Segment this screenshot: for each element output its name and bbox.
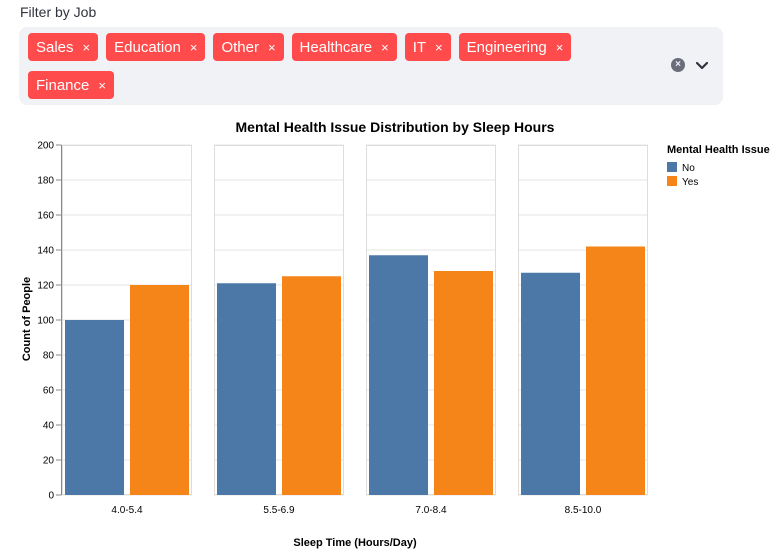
bar-no <box>217 283 276 495</box>
y-tick-label: 40 <box>43 421 55 432</box>
tag-education[interactable]: Education × <box>106 33 206 61</box>
facet-panel <box>518 144 648 496</box>
x-tick-label: 8.5-10.0 <box>565 505 602 516</box>
y-tick-label: 100 <box>37 316 54 327</box>
bar-no <box>521 272 580 495</box>
tag-label: Finance <box>36 76 90 94</box>
selected-tags: Sales × Education × Other × Healthcare × IT ×… <box>28 33 608 99</box>
chart-title: Mental Health Issue Distribution by Slee… <box>236 119 555 135</box>
tag-healthcare[interactable]: Healthcare × <box>291 33 397 61</box>
tag-label: Education <box>114 38 181 56</box>
y-tick-label: 0 <box>48 491 54 502</box>
tag-label: Other <box>221 38 259 56</box>
bar-yes <box>434 271 493 495</box>
panel-frame <box>366 145 496 495</box>
legend-swatch <box>667 162 677 172</box>
remove-tag-icon[interactable]: × <box>98 77 106 93</box>
remove-tag-icon[interactable]: × <box>555 39 564 55</box>
legend-title: Mental Health Issue <box>667 144 770 156</box>
bar-yes <box>130 285 189 495</box>
bar-no <box>65 320 124 495</box>
chevron-down-icon[interactable] <box>694 56 710 74</box>
y-tick-label: 20 <box>43 456 55 467</box>
bar-no <box>369 255 428 495</box>
facet-panel <box>214 144 344 496</box>
x-tick-label: 7.0-8.4 <box>415 505 447 516</box>
panel-frame <box>214 145 344 495</box>
tag-label: Engineering <box>466 38 547 56</box>
y-tick-label: 180 <box>37 176 54 187</box>
tag-label: IT <box>412 38 427 56</box>
facet-panel <box>62 144 192 496</box>
panel-frame <box>62 145 192 495</box>
y-tick-label: 80 <box>43 351 55 362</box>
legend-label: No <box>682 163 695 174</box>
y-tick-label: 120 <box>37 281 54 292</box>
grouped-bar-chart: Mental Health Issue Distribution by Slee… <box>21 119 770 549</box>
bar-yes <box>586 246 645 495</box>
job-multiselect[interactable]: Sales × Education × Other × Healthcare × IT ×… <box>19 27 723 105</box>
y-tick-label: 60 <box>43 386 55 397</box>
tag-label: Healthcare <box>299 38 373 56</box>
y-tick-label: 160 <box>37 211 54 222</box>
remove-tag-icon[interactable]: × <box>381 39 389 55</box>
x-tick-label: 5.5-6.9 <box>263 505 295 516</box>
x-tick-label: 4.0-5.4 <box>111 505 143 516</box>
filter-label: Filter by Job <box>20 4 97 20</box>
remove-tag-icon[interactable]: × <box>267 39 276 55</box>
remove-tag-icon[interactable]: × <box>435 39 443 55</box>
legend-label: Yes <box>682 177 698 188</box>
x-axis-title: Sleep Time (Hours/Day) <box>293 537 417 549</box>
tag-sales[interactable]: Sales × <box>28 33 99 61</box>
y-tick-label: 200 <box>37 141 54 152</box>
tag-it[interactable]: IT × <box>404 33 451 61</box>
panel-frame <box>518 145 648 495</box>
tag-engineering[interactable]: Engineering × <box>458 33 572 61</box>
tag-finance[interactable]: Finance × <box>28 71 114 99</box>
tag-label: Sales <box>36 38 74 56</box>
bar-yes <box>282 276 341 495</box>
tag-other[interactable]: Other × <box>213 33 284 61</box>
facet-panel <box>366 144 496 496</box>
remove-tag-icon[interactable]: × <box>189 39 198 55</box>
clear-all-icon[interactable]: × <box>671 58 685 72</box>
y-tick-label: 140 <box>37 246 54 257</box>
y-axis-title: Count of People <box>21 277 33 361</box>
remove-tag-icon[interactable]: × <box>82 39 91 55</box>
legend: Mental Health Issue No Yes <box>667 144 770 188</box>
legend-swatch <box>667 176 677 186</box>
